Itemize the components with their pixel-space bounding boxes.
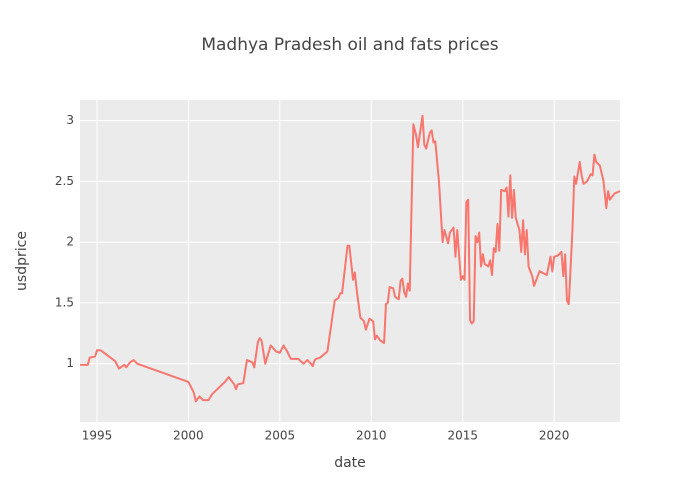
y-tick-label: 2 [66, 235, 74, 249]
marks [80, 114, 621, 403]
line [80, 114, 621, 403]
y-axis-title: usdprice [14, 231, 30, 291]
y-tick-label: 3 [66, 113, 74, 127]
x-axis-title: date [334, 455, 366, 471]
y-tick-label: 1.5 [55, 295, 74, 309]
x-tick-label: 2000 [173, 429, 204, 443]
x-tick-label: 2010 [356, 429, 387, 443]
chart-title: Madhya Pradesh oil and fats prices [201, 35, 498, 55]
y-tick-label: 2.5 [55, 174, 74, 188]
x-tick-label: 2005 [265, 429, 296, 443]
x-tick-label: 1995 [82, 429, 113, 443]
x-tick-label: 2020 [539, 429, 570, 443]
y-tick-label: 1 [66, 356, 74, 370]
x-tick-label: 2015 [447, 429, 478, 443]
